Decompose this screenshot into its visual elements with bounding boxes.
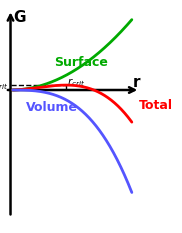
Text: r: r: [133, 75, 141, 90]
Text: G: G: [13, 10, 26, 25]
Text: Surface: Surface: [55, 56, 108, 69]
Text: $G_{crit}$: $G_{crit}$: [0, 78, 8, 92]
Text: Volume: Volume: [26, 101, 78, 114]
Text: $r_{crit}$: $r_{crit}$: [67, 77, 86, 89]
Text: Total: Total: [139, 99, 173, 112]
